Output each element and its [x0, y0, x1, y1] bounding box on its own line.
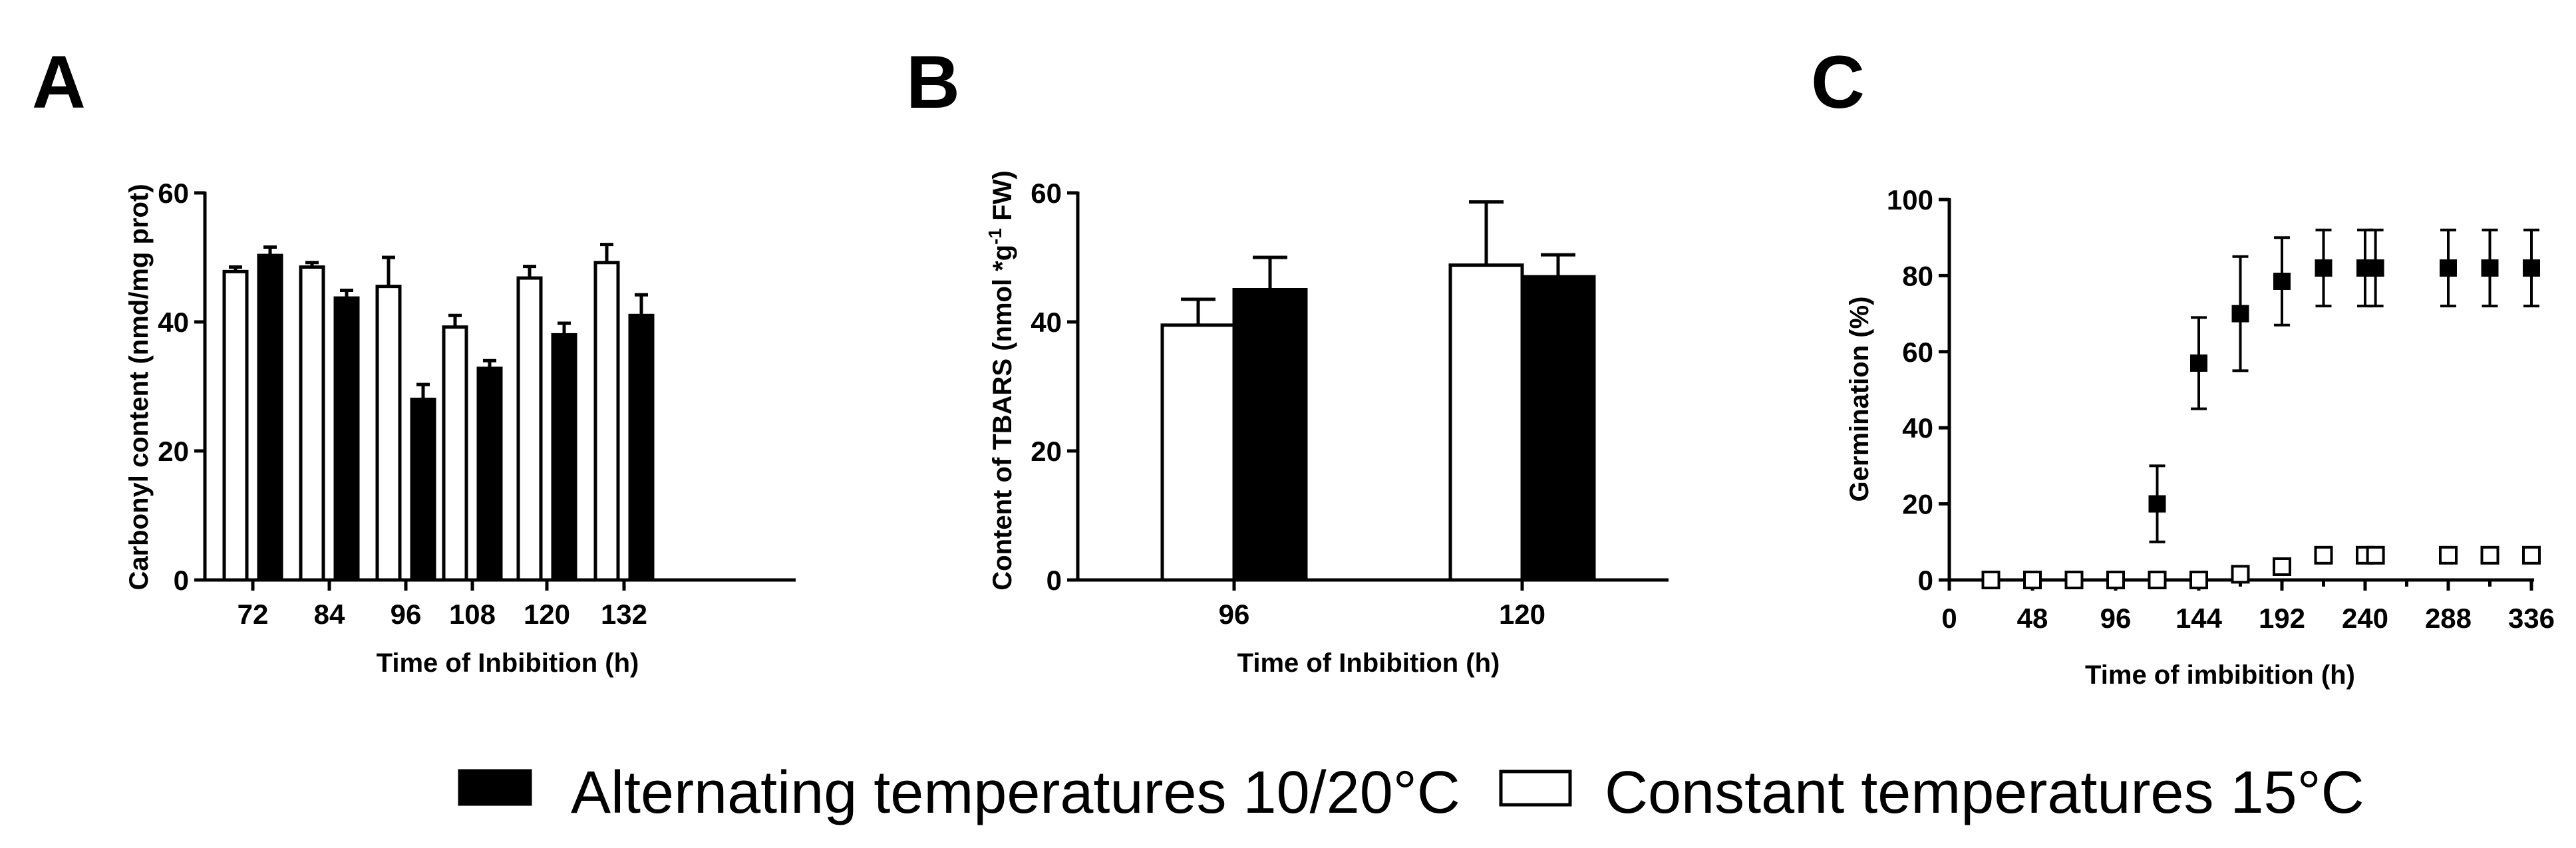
panel-c-point-constant [2231, 565, 2250, 584]
panel-a-bar [257, 253, 283, 582]
legend-label-alternating: Alternating temperatures 10/20°C [571, 760, 1460, 826]
panel-c-point-constant [2106, 571, 2125, 589]
panel-c-point-constant [2480, 545, 2499, 565]
panel-c-point-constant [2439, 545, 2458, 565]
panel-c-point-constant [2314, 545, 2333, 565]
panel-a-chart: 0 20 40 60 72 84 96 108 120 132 Time of Inbibitio… [124, 178, 796, 678]
panel-a-bar [333, 296, 360, 582]
panel-c-y-tick-label: 100 [1887, 184, 1933, 215]
panel-a-bar [593, 261, 620, 582]
legend: Alternating temperatures 10/20°C Constan… [458, 760, 2364, 826]
panel-b-y-title-exponent: -1 [985, 228, 1005, 245]
panel-a-y-tick-label: 40 [158, 307, 189, 338]
panel-a-bar [442, 325, 468, 582]
panel-c-x-tick-label: 240 [2342, 603, 2388, 634]
panel-a-y-tick-label: 20 [158, 436, 189, 467]
panel-c-point-alternating [2190, 354, 2207, 372]
panel-a-y-tick-label: 0 [174, 565, 189, 596]
panel-c-y-tick-label: 40 [1902, 412, 1933, 444]
panel-a-x-tick-label: 120 [524, 599, 570, 630]
panel-c-point-constant [1981, 571, 2001, 589]
panel-c-x-tick-label: 288 [2425, 603, 2472, 634]
panel-a-bar [222, 269, 249, 582]
panel-b-y-tick-label: 60 [1031, 178, 1062, 209]
panel-a-bar [476, 366, 503, 582]
panel-a-bar [628, 313, 655, 582]
panel-b-bar [1448, 263, 1524, 582]
panel-c-x-tick-label: 336 [2508, 603, 2555, 634]
panel-a-bar [516, 276, 543, 582]
panel-b-y-tick-label: 0 [1046, 565, 1062, 596]
panel-b-x-axis-title: Time of Inbibition (h) [1237, 648, 1500, 678]
panel-a-bar [410, 397, 436, 582]
panel-b-x-tick-label: 120 [1499, 599, 1545, 630]
panel-letter-c: C [1811, 41, 1865, 124]
panel-c-chart: 0 20 40 60 80 100 0 48 96 144 192 240 288 336 Time of… [1845, 184, 2555, 690]
panel-a-x-tick-label: 132 [601, 599, 647, 630]
panel-a-x-tick-label: 84 [314, 599, 345, 630]
panel-c-y-tick-label: 20 [1902, 489, 1933, 520]
panel-c-y-tick-label: 60 [1902, 337, 1933, 368]
panel-c-x-tick-label: 48 [2017, 603, 2048, 634]
panel-b-chart: 0 20 40 60 96 120 Time of Inbibition (h) Cont… [985, 170, 1669, 678]
legend-label-constant: Constant temperatures 15°C [1605, 760, 2364, 826]
panel-c-point-alternating [2440, 259, 2457, 277]
panel-c-point-constant [2064, 571, 2084, 589]
panel-c-point-constant [2366, 545, 2385, 565]
panel-a-x-axis-title: Time of Inbibition (h) [377, 648, 639, 678]
panel-b-y-axis-title: Content of TBARS (nmol *g-1 FW) [985, 170, 1018, 590]
panel-b-x-tick-label: 96 [1219, 599, 1250, 630]
panel-letter-a: A [32, 41, 86, 124]
panel-b-bar [1520, 275, 1596, 582]
panel-c-point-constant [2189, 571, 2208, 589]
panel-a-y-tick-label: 60 [158, 178, 189, 209]
legend-swatch-constant [1499, 770, 1572, 807]
panel-c-point-alternating [2523, 259, 2540, 277]
panel-c-point-alternating [2148, 495, 2166, 513]
panel-c-point-alternating [2273, 272, 2291, 290]
panel-b-y-tick-label: 20 [1031, 436, 1062, 467]
legend-swatch-alternating [458, 769, 532, 806]
panel-a-bar [299, 265, 325, 582]
panel-c-y-axis-title: Germination (%) [1845, 297, 1874, 502]
panel-a-x-tick-label: 96 [391, 599, 422, 630]
panel-c-x-axis-title: Time of imbibition (h) [2085, 660, 2355, 690]
panel-c-y-tick-label: 0 [1918, 565, 1933, 596]
panel-c-y-tick-label: 80 [1902, 260, 1933, 291]
panel-b-y-tick-label: 40 [1031, 307, 1062, 338]
panel-b-y-title-part-1: Content of TBARS (nmol *g [988, 245, 1017, 591]
panel-c-x-tick-label: 96 [2100, 603, 2132, 634]
panel-c-x-tick-label: 144 [2175, 603, 2223, 634]
panel-a-y-axis-title: Carbonyl content (nmd/mg prot) [124, 184, 154, 590]
panel-b-bar [1232, 288, 1308, 582]
panel-a-bar [375, 285, 402, 582]
panel-c-point-constant [2273, 557, 2291, 576]
panel-letter-b: B [906, 41, 960, 124]
panel-c-x-tick-label: 192 [2259, 603, 2305, 634]
panel-a-x-tick-label: 72 [238, 599, 269, 630]
panel-c-point-alternating [2231, 305, 2249, 323]
panel-a-x-tick-label: 108 [449, 599, 496, 630]
panel-c-point-alternating [2315, 259, 2333, 277]
panel-b-y-title-part-2: FW) [988, 170, 1017, 228]
panel-c-point-constant [2023, 571, 2042, 589]
panel-b-bar [1160, 323, 1236, 582]
panel-c-point-alternating [2481, 259, 2499, 277]
panel-c-point-constant [2522, 545, 2541, 565]
panel-c-x-tick-label: 0 [1941, 603, 1957, 634]
panel-c-point-constant [2148, 571, 2167, 589]
panel-a-bar [551, 333, 577, 582]
panel-c-point-alternating [2366, 259, 2384, 277]
